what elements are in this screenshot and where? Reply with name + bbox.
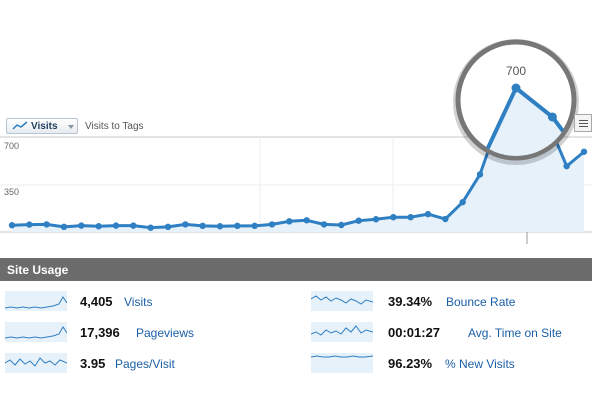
metric-visits[interactable]: 4,405 Visits	[5, 291, 265, 313]
visits-chart: 700	[0, 39, 593, 244]
data-point	[476, 171, 484, 178]
y-axis-tick-label: 700	[4, 141, 20, 151]
data-point	[234, 222, 241, 230]
data-point	[130, 222, 137, 229]
data-point	[459, 198, 466, 206]
magnified-area	[460, 88, 572, 156]
data-point	[95, 223, 102, 230]
site-usage-header: Site Usage	[0, 258, 592, 281]
data-point	[147, 224, 154, 231]
data-point	[580, 148, 588, 155]
data-point	[442, 215, 449, 223]
metric-selector-label: Visits	[31, 121, 58, 132]
data-point	[251, 222, 258, 230]
metric-label-link[interactable]: Bounce Rate	[446, 295, 516, 309]
metric-value: 3.95	[80, 356, 106, 371]
metric-label-link[interactable]: Visits	[124, 295, 153, 309]
magnified-data-point	[584, 161, 593, 170]
metric-new-visits[interactable]: 96.23% % New Visits	[311, 353, 591, 375]
metric-bounce-rate[interactable]: 39.34% Bounce Rate	[311, 291, 591, 313]
data-point	[320, 221, 328, 228]
data-point	[355, 217, 362, 224]
magnified-series	[460, 83, 593, 170]
data-point	[338, 221, 345, 229]
sparkline	[311, 322, 373, 342]
metric-value: 00:01:27	[388, 325, 441, 340]
data-point	[8, 222, 16, 229]
data-point	[372, 216, 380, 223]
y-axis-tick-label: 350	[4, 187, 20, 197]
chart-options-button[interactable]	[574, 114, 592, 132]
metric-avg-time-on-site[interactable]: 00:01:27 Avg. Time on Site	[311, 322, 591, 344]
data-point	[164, 223, 172, 231]
metric-label-link[interactable]: Pages/Visit	[115, 357, 175, 371]
metric-value: 4,405	[80, 294, 113, 309]
metric-pages-per-visit[interactable]: 3.95 Pages/Visit	[5, 353, 265, 375]
metric-value: 17,396	[80, 325, 120, 340]
data-point	[199, 222, 206, 230]
data-point	[43, 221, 50, 228]
data-point	[112, 222, 120, 229]
sparkline	[5, 322, 67, 342]
compare-metric-link[interactable]: Visits to Tags	[85, 121, 144, 132]
site-usage-title: Site Usage	[7, 263, 69, 277]
metric-pageviews[interactable]: 17,396 Pageviews	[5, 322, 265, 344]
magnified-data-point	[547, 112, 557, 122]
metric-selector[interactable]: Visits	[6, 118, 78, 134]
data-point	[216, 223, 224, 230]
sparkline	[5, 353, 67, 373]
chevron-down-icon	[68, 125, 74, 129]
data-point	[286, 218, 293, 225]
metric-value: 96.23%	[388, 356, 433, 371]
data-point	[407, 213, 414, 221]
data-point	[26, 221, 33, 228]
line-chart-icon	[12, 121, 28, 130]
sparkline	[311, 353, 373, 373]
chart-toolbar: Visits Visits to Tags	[0, 118, 570, 136]
data-point	[182, 221, 189, 228]
data-point	[60, 223, 68, 231]
metric-value: 39.34%	[388, 294, 433, 309]
data-point	[563, 162, 570, 170]
data-point	[78, 222, 85, 229]
data-point	[390, 213, 397, 221]
data-point	[424, 210, 432, 218]
metric-label-link[interactable]: Pageviews	[136, 326, 195, 340]
magnified-data-point	[511, 83, 521, 93]
metric-label-link[interactable]: Avg. Time on Site	[468, 326, 562, 340]
sparkline	[311, 291, 373, 311]
peak-value-label: 700	[506, 64, 526, 78]
data-point	[303, 217, 310, 224]
sparkline	[5, 291, 67, 311]
data-point	[268, 221, 276, 228]
metric-label-link[interactable]: % New Visits	[445, 357, 515, 371]
